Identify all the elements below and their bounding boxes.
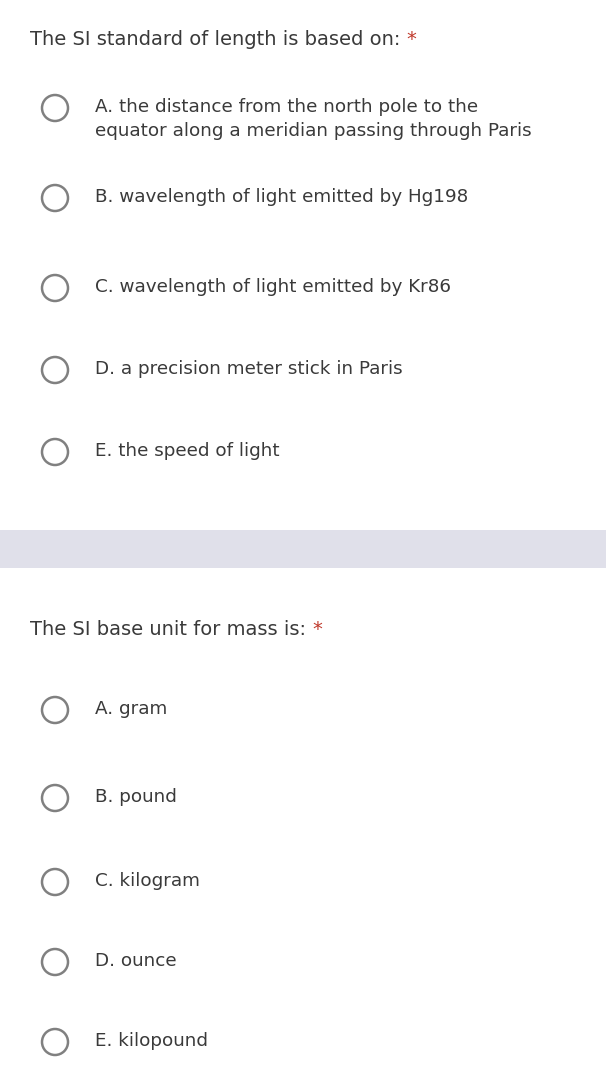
Text: E. the speed of light: E. the speed of light xyxy=(95,442,279,460)
Text: The SI base unit for mass is: *: The SI base unit for mass is: * xyxy=(30,620,322,639)
Circle shape xyxy=(42,869,68,895)
Text: B. pound: B. pound xyxy=(95,788,177,806)
Text: The SI standard of length is based on: *: The SI standard of length is based on: * xyxy=(30,30,416,49)
Text: C. wavelength of light emitted by Kr86: C. wavelength of light emitted by Kr86 xyxy=(95,278,451,296)
Circle shape xyxy=(42,95,68,121)
Text: D. a precision meter stick in Paris: D. a precision meter stick in Paris xyxy=(95,360,402,378)
Bar xyxy=(0,530,606,568)
Circle shape xyxy=(42,1029,68,1055)
Text: A. the distance from the north pole to the
equator along a meridian passing thro: A. the distance from the north pole to t… xyxy=(95,98,531,140)
Circle shape xyxy=(42,439,68,465)
Circle shape xyxy=(42,275,68,301)
Text: The SI standard of length is based on:: The SI standard of length is based on: xyxy=(30,30,407,49)
Text: A. gram: A. gram xyxy=(95,700,167,718)
Text: C. kilogram: C. kilogram xyxy=(95,872,200,890)
Text: The SI base unit for mass is:: The SI base unit for mass is: xyxy=(30,620,312,639)
Text: D. ounce: D. ounce xyxy=(95,952,176,970)
Circle shape xyxy=(42,949,68,975)
Text: *: * xyxy=(312,620,322,639)
Circle shape xyxy=(42,185,68,211)
Circle shape xyxy=(42,697,68,723)
Text: B. wavelength of light emitted by Hg198: B. wavelength of light emitted by Hg198 xyxy=(95,188,468,207)
Circle shape xyxy=(42,357,68,383)
Text: E. kilopound: E. kilopound xyxy=(95,1031,208,1050)
Circle shape xyxy=(42,785,68,811)
Text: *: * xyxy=(407,30,416,49)
